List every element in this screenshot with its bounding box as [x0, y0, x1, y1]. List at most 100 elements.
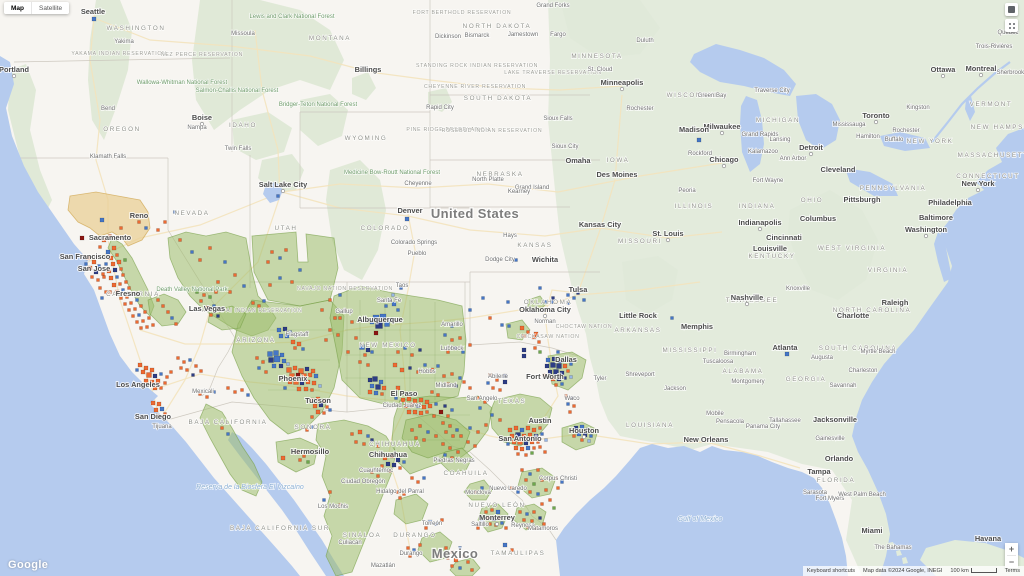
observation-square [376, 474, 380, 478]
observation-square [176, 356, 180, 360]
zoom-out-button[interactable]: − [1005, 556, 1018, 568]
observation-square [370, 470, 374, 474]
city-label: Fort Worth [526, 372, 564, 381]
city-label: Houston [569, 426, 599, 435]
lake-polygon [740, 96, 764, 172]
road [281, 191, 723, 239]
reservation-label: CHOCTAW NATION [556, 324, 613, 330]
state-label: OREGON [103, 126, 141, 133]
observation-square [563, 376, 567, 380]
observation-square [443, 453, 447, 457]
observation-square [392, 362, 398, 368]
observation-square [283, 386, 287, 390]
observation-square [145, 325, 149, 329]
observation-square [399, 286, 403, 290]
country-label: Mexico [432, 546, 478, 561]
observation-square [273, 350, 279, 356]
observation-square [391, 462, 397, 468]
observation-square [585, 427, 591, 433]
observation-square [516, 490, 520, 494]
observation-square [322, 498, 326, 502]
observation-square [462, 554, 466, 558]
observation-square [127, 308, 131, 312]
observation-square [438, 554, 442, 558]
observation-square [110, 261, 116, 267]
observation-square [296, 386, 302, 392]
observation-square [432, 414, 436, 418]
observation-square [530, 519, 534, 523]
observation-square [289, 373, 295, 379]
observation-square [486, 381, 490, 385]
town-label: Peoria [678, 188, 696, 194]
state-label: ARIZONA [236, 337, 275, 344]
observation-square [468, 386, 472, 390]
state-label: MISSISSIPPI [662, 347, 717, 354]
observation-square [538, 350, 542, 354]
map-button[interactable]: Map [4, 2, 31, 14]
observation-square [338, 503, 342, 507]
state-label: COLORADO [361, 225, 410, 232]
observation-square [438, 409, 444, 415]
zoom-in-button[interactable]: + [1005, 543, 1018, 555]
observation-square [100, 296, 104, 300]
state-label: KENTUCKY [748, 253, 795, 260]
observation-square [525, 445, 531, 451]
town-label: Rochester [892, 128, 919, 134]
terms-link[interactable]: Terms [1004, 568, 1020, 574]
observation-square [375, 384, 381, 390]
city-label: Indianapolis [738, 218, 781, 227]
observation-square [484, 423, 488, 427]
observation-square [380, 464, 384, 468]
observation-square [293, 346, 297, 350]
scale-label: 100 km [950, 568, 969, 574]
observation-square [412, 398, 418, 404]
observation-square [399, 367, 405, 373]
island-land [896, 550, 902, 556]
keyboard-shortcuts-link[interactable]: Keyboard shortcuts [806, 568, 856, 574]
observation-square [398, 496, 402, 500]
satellite-button[interactable]: Satellite [31, 2, 70, 14]
observation-square [395, 385, 401, 391]
observation-square [543, 300, 547, 304]
map-style-icon [1008, 6, 1015, 13]
observation-square [191, 373, 195, 377]
google-logo[interactable]: Google [8, 559, 49, 571]
park-label: Wallowa-Whitman National Forest [137, 80, 228, 86]
observation-square [451, 434, 455, 438]
observation-square [519, 427, 525, 433]
observation-square [346, 350, 350, 354]
terrain-patch [192, 0, 344, 130]
observation-square [587, 439, 591, 443]
observation-square [90, 275, 94, 279]
town-label: Dodge City [485, 257, 515, 263]
camera-pad-button[interactable] [1005, 19, 1018, 32]
map-style-button[interactable] [1005, 3, 1018, 16]
town-label: Cheyenne [404, 181, 432, 187]
observation-square [182, 360, 186, 364]
observation-square [85, 255, 91, 261]
observation-square [121, 288, 125, 292]
observation-square [318, 402, 324, 408]
observation-square [408, 554, 412, 558]
observation-square [307, 372, 313, 378]
map-data-text: Map data ©2024 Google, INEGI [863, 568, 943, 574]
observation-square [116, 259, 122, 265]
observation-square [102, 275, 106, 279]
observation-square [147, 316, 151, 320]
observation-square [362, 442, 366, 446]
observation-square [443, 333, 447, 337]
range-polygon [393, 493, 429, 525]
state-label: SINALOA [343, 532, 382, 539]
observation-square [519, 325, 525, 331]
observation-square [152, 385, 158, 391]
town-label: Cuauhtémoc [359, 468, 393, 474]
town-label: Pensacola [716, 419, 745, 425]
observation-square [262, 299, 266, 303]
observation-square [123, 258, 127, 262]
observation-square [310, 388, 314, 392]
city-label: Boise [192, 113, 212, 122]
observation-square [173, 210, 177, 214]
observation-square [299, 380, 305, 386]
observation-square [144, 226, 148, 230]
